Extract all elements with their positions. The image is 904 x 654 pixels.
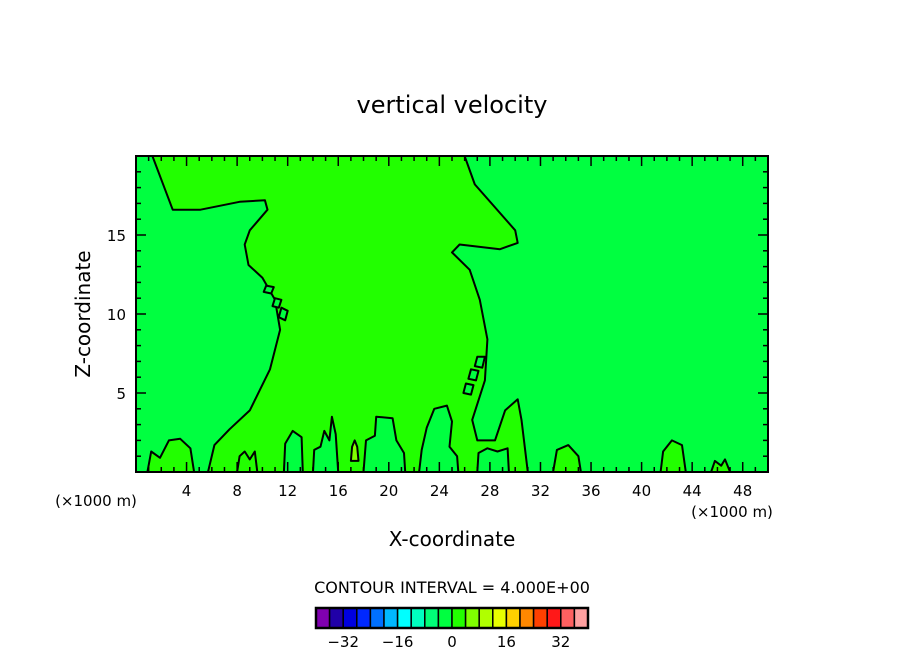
y-axis-label: Z-coordinate <box>71 250 95 377</box>
colorbar-label: −32 <box>327 633 359 651</box>
colorbar-swatch <box>369 607 385 629</box>
colorbar-swatch <box>451 607 467 629</box>
y-tick-label: 5 <box>116 385 126 403</box>
colorbar-swatch <box>424 607 440 629</box>
y-tick-label: 10 <box>107 306 126 324</box>
colorbar-swatch <box>342 607 358 629</box>
x-tick-label: 48 <box>733 482 752 500</box>
contour-region-bump-7 <box>236 450 259 472</box>
contour-region-bump-10 <box>710 458 732 472</box>
colorbar-swatch <box>396 607 412 629</box>
x-tick-label: 4 <box>182 482 192 500</box>
x-tick-labels: 4 8 12 16 20 24 28 32 36 40 44 48 <box>182 482 752 500</box>
x-tick-label: 12 <box>278 482 297 500</box>
colorbar-swatch <box>546 607 562 629</box>
colorbar-swatch <box>356 607 372 629</box>
colorbar-swatch <box>492 607 508 629</box>
colorbar-swatch <box>573 607 589 629</box>
colorbar-swatch <box>328 607 344 629</box>
colorbar-swatch <box>478 607 494 629</box>
x-tick-label: 32 <box>531 482 550 500</box>
colorbar-swatch <box>410 607 426 629</box>
x-tick-label: 24 <box>430 482 449 500</box>
y-tick-labels: 5 10 15 <box>107 227 126 403</box>
contour-region-oval-13 <box>271 297 283 309</box>
colorbar-swatch <box>315 607 331 629</box>
contour-interval-label: CONTOUR INTERVAL = 4.000E+00 <box>314 578 590 597</box>
x-tick-label: 36 <box>581 482 600 500</box>
contour-region-bump-4 <box>418 404 460 472</box>
colorbar-label: 16 <box>497 633 516 651</box>
contour-region-bump-6 <box>146 437 196 472</box>
colorbar-label: 32 <box>551 633 570 651</box>
contour-region-bump-5 <box>476 447 510 472</box>
colorbar-swatch <box>560 607 576 629</box>
chart-title: vertical velocity <box>357 91 548 119</box>
x-tick-label: 44 <box>683 482 702 500</box>
contour-region-oval-12 <box>262 284 275 295</box>
colorbar-label: 0 <box>447 633 457 651</box>
x-tick-label: 28 <box>480 482 499 500</box>
x-tick-label: 40 <box>632 482 651 500</box>
y-tick-label: 15 <box>107 227 126 245</box>
colorbar-swatch <box>464 607 480 629</box>
contour-region-bump-9 <box>659 439 687 472</box>
colorbar: −32 −16 0 16 32 <box>314 606 590 651</box>
contour-region-bump-2 <box>312 415 340 472</box>
contour-region-bump-8 <box>552 444 582 472</box>
contour-region-oval-14 <box>277 306 289 322</box>
colorbar-swatch <box>437 607 453 629</box>
colorbar-swatch <box>532 607 548 629</box>
colorbar-swatch <box>519 607 535 629</box>
contour-region-bump-1 <box>282 429 304 472</box>
contour-region-oval-17 <box>462 382 475 396</box>
x-tick-label: 8 <box>232 482 242 500</box>
contour-region-oval-15 <box>473 355 486 369</box>
colorbar-label: −16 <box>382 633 414 651</box>
x-unit-left: (×1000 m) <box>55 492 137 510</box>
x-tick-label: 20 <box>379 482 398 500</box>
colorbar-swatch <box>383 607 399 629</box>
x-unit-right: (×1000 m) <box>691 503 773 521</box>
plot-area <box>135 155 769 473</box>
x-tick-label: 16 <box>329 482 348 500</box>
contour-region-blob-11 <box>349 439 360 462</box>
colorbar-swatch <box>505 607 521 629</box>
colorbar-frame <box>314 606 590 630</box>
x-axis-label: X-coordinate <box>389 527 516 551</box>
contour-region-bump-3 <box>362 415 407 472</box>
contour-region-oval-16 <box>467 368 480 382</box>
contour-region-plume-0 <box>151 156 529 472</box>
